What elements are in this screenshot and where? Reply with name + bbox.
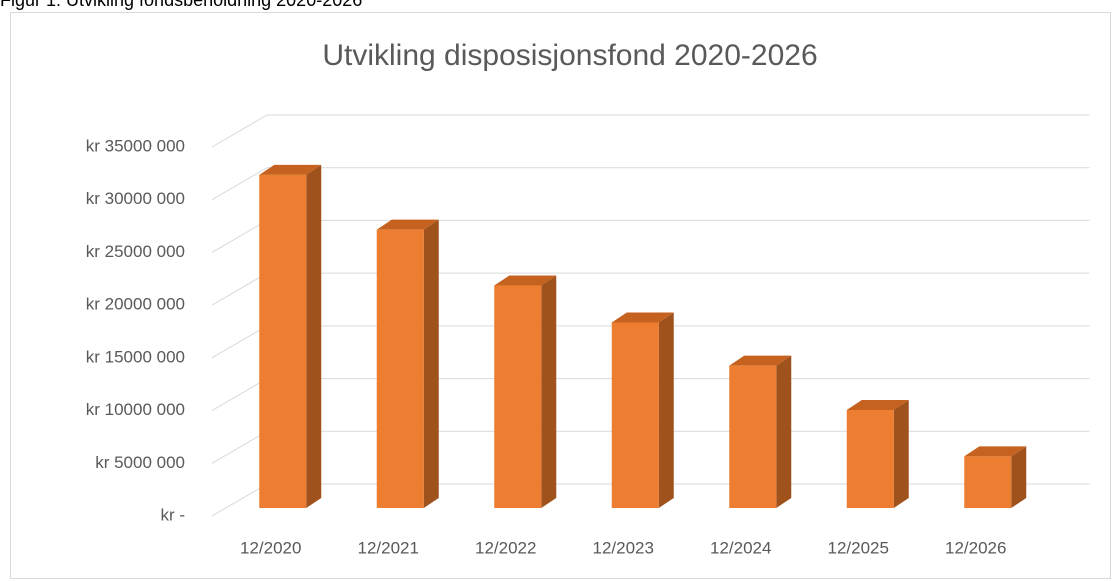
y-tick-label: kr 30000 000 bbox=[86, 189, 185, 208]
grid-line bbox=[211, 272, 1090, 306]
bar bbox=[494, 275, 557, 508]
y-tick-label: kr 10000 000 bbox=[86, 400, 185, 419]
y-tick-label: kr 15000 000 bbox=[86, 347, 185, 366]
bar bbox=[376, 219, 439, 508]
y-tick-label: kr 35000 000 bbox=[86, 136, 185, 155]
chart-title: Utvikling disposisjonsfond 2020-2026 bbox=[322, 39, 817, 72]
y-tick-label: kr - bbox=[160, 505, 185, 524]
bar-front bbox=[729, 365, 777, 508]
bar bbox=[729, 355, 792, 508]
grid-line bbox=[211, 219, 1090, 253]
bar-side bbox=[776, 355, 792, 508]
bar-top bbox=[964, 446, 1027, 457]
bar-front bbox=[494, 285, 542, 508]
x-tick-label: 12/2022 bbox=[475, 538, 536, 557]
grid-line bbox=[211, 114, 1090, 148]
bar-side bbox=[306, 164, 322, 509]
bar-front bbox=[611, 322, 659, 508]
bar-top bbox=[376, 219, 439, 230]
bar-top bbox=[611, 312, 674, 323]
bar bbox=[259, 164, 322, 509]
x-tick-label: 12/2021 bbox=[358, 538, 419, 557]
chart-border bbox=[10, 12, 1111, 579]
bar-front bbox=[259, 174, 307, 509]
bar-front bbox=[376, 229, 424, 508]
bar-front bbox=[964, 456, 1012, 508]
x-tick-label: 12/2020 bbox=[240, 538, 301, 557]
bar bbox=[846, 399, 909, 508]
bar bbox=[611, 312, 674, 508]
bar-top bbox=[846, 399, 909, 410]
grid-line bbox=[211, 167, 1090, 201]
x-tick-label: 12/2026 bbox=[945, 538, 1006, 557]
bar-top bbox=[729, 355, 792, 366]
bar bbox=[964, 446, 1027, 508]
bar-side bbox=[541, 275, 557, 508]
y-tick-label: kr 25000 000 bbox=[86, 242, 185, 261]
bar-front bbox=[846, 409, 894, 508]
bar-top bbox=[494, 275, 557, 286]
bar-top bbox=[259, 164, 322, 175]
x-tick-label: 12/2025 bbox=[828, 538, 889, 557]
bar-side bbox=[893, 399, 909, 508]
bar-side bbox=[658, 312, 674, 508]
bar-side bbox=[1011, 446, 1027, 508]
bar-side bbox=[423, 219, 439, 508]
x-tick-label: 12/2023 bbox=[593, 538, 654, 557]
y-tick-label: kr 20000 000 bbox=[86, 295, 185, 314]
x-tick-label: 12/2024 bbox=[710, 538, 771, 557]
caption: Figur 1: Utvikling fondsbeholdning 2020-… bbox=[0, 0, 362, 10]
y-tick-label: kr 5000 000 bbox=[95, 453, 185, 472]
